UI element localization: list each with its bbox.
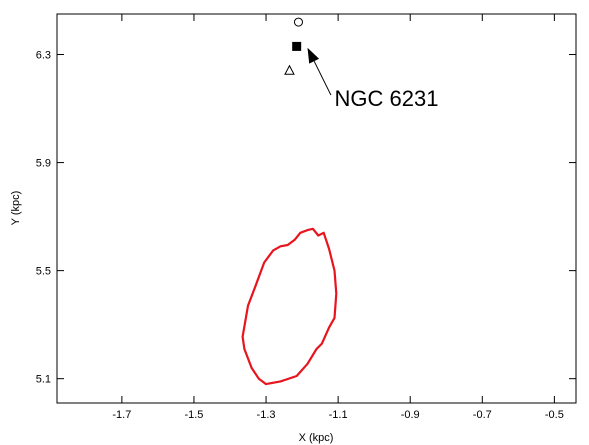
points-layer <box>284 17 303 75</box>
density-contour <box>241 227 338 386</box>
annotation-arrow-shaft <box>313 60 332 96</box>
x-tick-label: -1.3 <box>257 409 276 421</box>
density-contour-layer <box>241 227 338 386</box>
y-tick-label: 5.1 <box>36 374 51 386</box>
point-square-marker <box>292 41 302 51</box>
x-tick-label: -1.1 <box>329 409 348 421</box>
annotation-layer: NGC 6231 <box>307 47 439 111</box>
x-tick-label: -1.5 <box>184 409 203 421</box>
y-tick-label: 5.5 <box>36 266 51 278</box>
x-axis-label: X (kpc) <box>299 432 334 444</box>
annotation-label: NGC 6231 <box>335 86 439 111</box>
point-triangle-marker <box>284 64 295 75</box>
axis-ticks: -1.7 -1.5 -1.3 -1.1 -0.9 -0.7 -0.5 5.1 5.5 5.9 6.3 <box>36 14 576 421</box>
x-tick-label: -0.5 <box>545 409 564 421</box>
x-tick-label: -1.7 <box>112 409 131 421</box>
x-tick-label: -0.7 <box>473 409 492 421</box>
y-axis-label: Y (kpc) <box>10 191 22 226</box>
plot-frame <box>56 13 577 404</box>
y-tick-label: 5.9 <box>36 158 51 170</box>
y-tick-label: 6.3 <box>36 50 51 62</box>
x-tick-label: -0.9 <box>401 409 420 421</box>
point-circle-marker <box>293 17 303 27</box>
annotation-arrow-head <box>307 47 320 64</box>
